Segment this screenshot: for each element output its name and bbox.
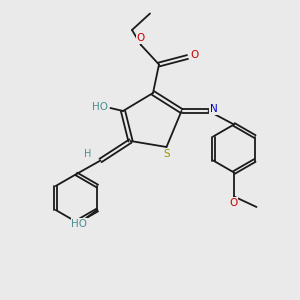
Text: O: O xyxy=(190,50,198,61)
Text: HO: HO xyxy=(71,219,87,229)
Text: HO: HO xyxy=(92,101,109,112)
Text: O: O xyxy=(229,198,238,208)
Text: S: S xyxy=(164,148,170,159)
Text: N: N xyxy=(210,104,218,115)
Text: H: H xyxy=(84,149,92,159)
Text: O: O xyxy=(136,33,145,43)
